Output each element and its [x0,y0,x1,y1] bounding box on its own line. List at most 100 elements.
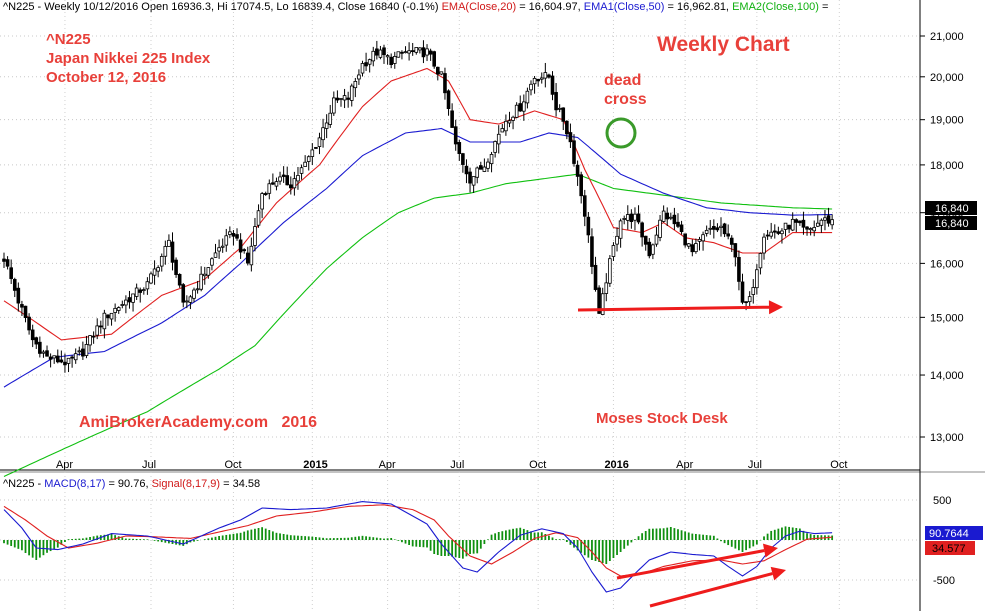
candle [195,280,200,294]
candle [457,139,462,161]
candle [464,159,469,184]
candle [188,294,193,310]
candle [826,207,831,227]
ema50-value: = 16,962.81, [667,1,729,13]
candle [547,73,551,79]
y-tick-label: 14,000 [930,370,964,382]
candle [801,211,806,235]
candle [496,125,501,154]
y-tick-label: 13,000 [930,432,964,444]
candle [174,257,178,278]
candle [30,324,35,348]
candle [622,215,627,225]
macd-symbol: ^N225 [3,478,35,490]
candle [432,50,436,69]
candle [263,191,268,196]
candle [314,147,318,149]
candle [529,80,533,96]
candle [210,257,214,271]
candle [260,191,264,219]
candle [392,51,397,69]
candle [729,235,734,252]
candle [414,47,419,55]
site-watermark: AmiBrokerAcademy.com 2016 [79,414,318,431]
candle [722,222,727,238]
candle [493,140,497,158]
candle [303,155,307,167]
ema50-line [3,127,833,388]
candle [701,231,705,251]
candle [794,218,799,233]
candle [364,52,368,71]
candle [640,221,644,247]
macd-arrow-upper [616,543,778,580]
candle [16,282,21,312]
macd-header: ^N225 - MACD(8,17) = 90.76, Signal(8,17,… [3,478,261,490]
svg-text:34.577: 34.577 [932,543,966,555]
candle [522,94,526,121]
candle [543,62,548,88]
candle [443,67,447,100]
candle [557,104,562,113]
candle [819,218,824,233]
x-tick-label: Jul [450,459,464,471]
candle [310,143,315,165]
candle [202,266,207,285]
index-symbol: ^N225 [46,31,91,48]
candle [658,214,662,242]
candle [9,259,13,285]
candle [805,226,809,236]
candle [798,220,802,226]
candle [38,336,42,358]
candle [88,335,92,352]
candle [586,211,591,243]
ema20-label: EMA(Close,20) [441,1,517,13]
x-tick-label: 2016 [604,459,628,471]
candle [271,173,275,186]
candle [780,228,784,244]
candle [712,219,716,239]
candle [568,123,573,149]
candle [12,277,17,298]
candle [127,290,132,309]
y-tick-label: 16,000 [930,258,964,270]
candle [536,78,540,87]
macd-value: = 90.76, [108,478,149,490]
ema50-label: EMA1(Close,50) [583,1,665,13]
candle [34,336,39,349]
y-tick-label: 18,000 [930,160,964,172]
x-tick-label: Oct [529,459,546,471]
candle [360,60,365,77]
macd-y-tick-label: 500 [933,495,951,507]
x-tick-label: Oct [830,459,847,471]
candle [514,102,519,119]
candle [55,349,60,364]
candle [45,345,49,357]
candle [342,88,347,109]
candle [593,256,598,292]
candle [812,220,817,237]
candle [231,230,236,246]
candle [138,287,143,303]
candle [371,46,376,67]
candle [579,171,583,204]
candle [77,346,82,356]
candle [479,161,483,170]
candle [615,227,619,252]
x-tick-label: 2015 [303,459,327,471]
candle [550,71,555,101]
candle [403,46,408,54]
svg-text:16,840: 16,840 [935,203,969,215]
y-tick-label: 21,000 [930,31,964,43]
author-label: Moses Stock Desk [596,410,728,427]
candle [769,222,773,239]
candle [676,213,680,229]
candle [253,217,257,252]
candle [235,228,239,241]
candle [23,305,28,323]
candle [27,313,31,335]
candle [346,91,350,108]
candle [102,309,107,339]
candle [461,152,465,173]
